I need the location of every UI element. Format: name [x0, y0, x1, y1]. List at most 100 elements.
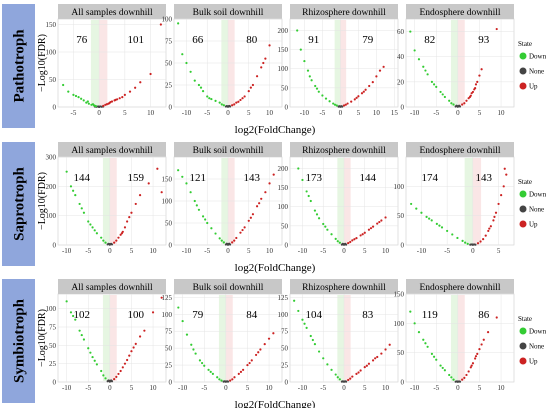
point-none	[108, 243, 111, 246]
point-down	[334, 237, 337, 240]
point-up	[263, 342, 266, 346]
point-down	[435, 222, 438, 225]
y-tick-label: 100	[46, 305, 57, 313]
down-count: 174	[422, 172, 439, 184]
point-up	[355, 96, 358, 99]
panel-header	[290, 279, 398, 294]
point-down	[222, 241, 225, 244]
point-down	[185, 333, 189, 336]
legend-marker	[519, 52, 527, 60]
point-down	[211, 372, 214, 375]
up-count: 159	[128, 172, 145, 184]
point-up	[367, 228, 371, 231]
point-down	[307, 194, 310, 198]
x-tick-label: -5	[319, 109, 325, 117]
point-down	[424, 342, 427, 345]
point-up	[369, 227, 373, 230]
point-down	[324, 97, 328, 100]
down-count: 104	[306, 309, 323, 321]
point-down	[420, 211, 423, 214]
row-label-tab: Pathotroph	[2, 4, 35, 128]
x-tick-label: 15	[391, 109, 399, 117]
point-up	[249, 216, 252, 219]
up-count: 83	[362, 309, 374, 321]
point-up	[471, 362, 475, 365]
point-down	[303, 59, 306, 63]
point-up	[113, 241, 116, 244]
down-count: 79	[192, 309, 204, 321]
y-tick-label: 50	[49, 76, 57, 84]
point-up	[120, 232, 124, 235]
point-down	[218, 237, 221, 240]
point-up	[268, 182, 271, 185]
x-tick-label: 10	[373, 109, 381, 117]
point-down	[410, 202, 413, 206]
point-down	[197, 208, 201, 211]
down-count: 66	[192, 34, 204, 46]
point-down	[78, 329, 81, 332]
up-count: 86	[478, 309, 490, 321]
point-up	[160, 191, 163, 194]
x-tick-label: 0	[97, 109, 101, 117]
x-tick-label: 10	[382, 247, 390, 255]
point-up	[118, 97, 121, 100]
point-down	[451, 233, 454, 236]
y-tick-label: 100	[394, 183, 405, 191]
point-up	[248, 361, 251, 365]
point-up	[272, 332, 275, 335]
point-up	[505, 173, 508, 176]
legend: State Down None Up	[518, 40, 547, 91]
point-up	[371, 225, 375, 228]
panel-title: Endosphere downhill	[419, 8, 500, 18]
x-tick-label: 5	[130, 247, 134, 255]
x-tick-label: 0	[342, 384, 346, 392]
point-up	[160, 296, 163, 299]
point-up	[362, 90, 365, 93]
point-up	[126, 220, 129, 223]
shade-up	[99, 20, 108, 106]
y-tick-label: 100	[162, 16, 173, 24]
point-down	[336, 376, 339, 379]
x-tick-label: 10	[266, 384, 274, 392]
point-down	[413, 322, 416, 325]
point-down	[199, 86, 203, 89]
row-label-tab: Saprotroph	[2, 142, 35, 266]
point-down	[432, 355, 436, 358]
x-tick-label: -10	[298, 247, 308, 255]
point-up	[349, 377, 352, 380]
plot-area	[57, 18, 167, 108]
point-down	[305, 190, 308, 193]
point-down	[203, 364, 206, 367]
up-count: 143	[476, 172, 493, 184]
x-tick-label: -5	[201, 384, 207, 392]
shade-up	[340, 20, 347, 106]
x-tick-label: -5	[204, 247, 210, 255]
point-down	[296, 29, 299, 32]
legend-label: Down	[529, 53, 547, 61]
x-tick-label: -10	[182, 109, 192, 117]
point-up	[262, 61, 265, 65]
y-tick-label: 300	[46, 154, 57, 162]
shade-down	[102, 158, 110, 244]
point-up	[474, 357, 477, 360]
row-label: Saprotroph	[12, 167, 28, 241]
point-down	[413, 49, 416, 52]
down-count: 76	[76, 34, 88, 46]
legend-marker	[519, 190, 527, 198]
panel-header	[406, 4, 514, 19]
y-axis-label: −Log10(FDR)	[37, 172, 48, 230]
legend-label: None	[529, 68, 544, 76]
point-down	[104, 241, 107, 244]
x-tick-label: -10	[300, 109, 310, 117]
point-up	[344, 103, 347, 106]
point-up	[264, 191, 267, 194]
y-tick-label: 100	[394, 320, 405, 328]
x-tick-label: 5	[478, 384, 482, 392]
point-up	[476, 352, 479, 355]
point-down	[185, 182, 188, 185]
point-up	[461, 378, 464, 381]
point-down	[333, 103, 337, 106]
legend-title: State	[518, 315, 532, 323]
panel-title: Rhizosphere downhill	[302, 146, 386, 156]
y-tick-label: 100	[162, 198, 173, 206]
